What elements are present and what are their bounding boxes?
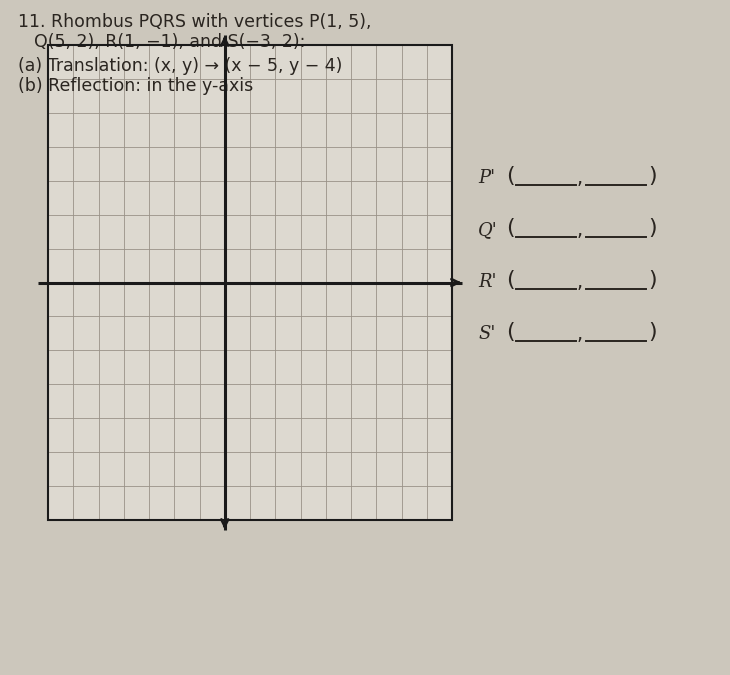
Text: Q': Q' [478, 221, 498, 239]
Text: P': P' [478, 169, 495, 187]
Text: Q(5, 2), R(1, −1), and S(−3, 2):: Q(5, 2), R(1, −1), and S(−3, 2): [34, 33, 305, 51]
Text: (: ( [506, 218, 515, 238]
Text: (b) Reflection: in the y-axis: (b) Reflection: in the y-axis [18, 77, 253, 95]
Text: ,: , [577, 273, 583, 292]
Text: (: ( [506, 166, 515, 186]
Text: R': R' [478, 273, 496, 291]
Text: ,: , [577, 221, 583, 240]
Text: 11. Rhombus PQRS with vertices P(1, 5),: 11. Rhombus PQRS with vertices P(1, 5), [18, 13, 372, 31]
Text: ,: , [577, 169, 583, 188]
Text: ,: , [577, 325, 583, 344]
Text: (: ( [506, 322, 515, 342]
Bar [48, 45, 452, 520]
Text: (: ( [506, 270, 515, 290]
Text: S': S' [478, 325, 496, 343]
Text: ): ) [648, 270, 656, 290]
Text: ): ) [648, 322, 656, 342]
Text: ): ) [648, 166, 656, 186]
Text: (a) Translation: (x, y) → (x − 5, y − 4): (a) Translation: (x, y) → (x − 5, y − 4) [18, 57, 342, 75]
Bar [48, 45, 452, 520]
Text: ): ) [648, 218, 656, 238]
